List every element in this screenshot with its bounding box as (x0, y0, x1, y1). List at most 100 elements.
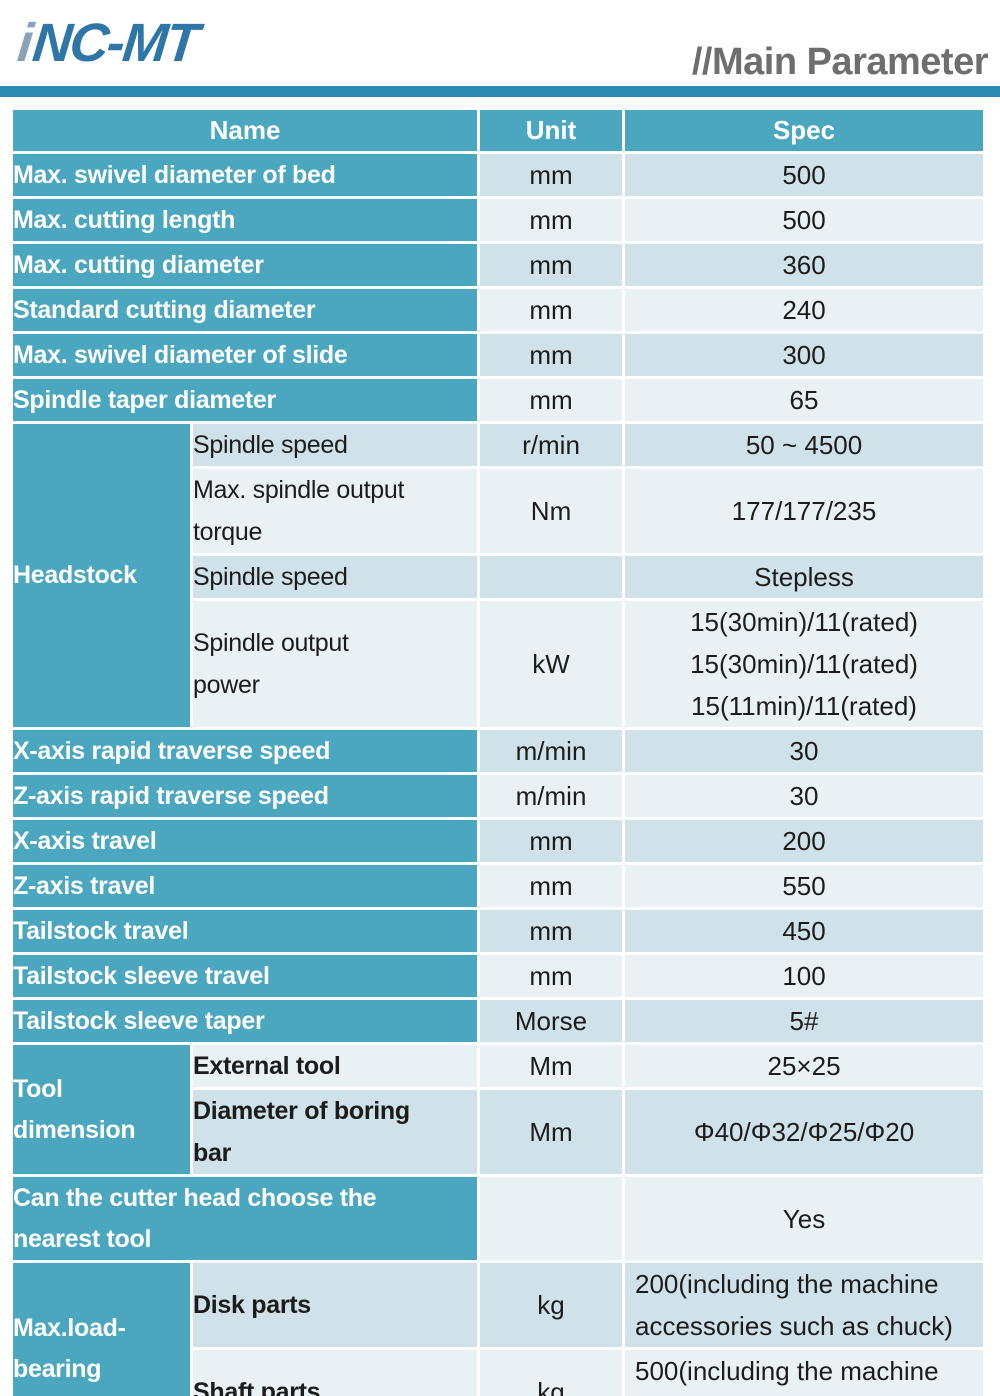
group-label-tool-dimension: Tool dimension (13, 1074, 136, 1144)
col-header-unit: Unit (477, 107, 626, 154)
row-spec: 15(30min)/11(rated) 15(30min)/11(rated) … (690, 607, 918, 721)
row-name: Z-axis travel (13, 871, 156, 900)
table-row: Z-axis travel mm 550 (9, 862, 987, 910)
row-name: Shaft parts (193, 1378, 321, 1396)
table-row: Max. cutting length mm 500 (9, 196, 987, 244)
row-name: Max. swivel diameter of slide (13, 340, 348, 369)
row-unit: mm (529, 339, 573, 370)
row-spec: 50 ~ 4500 (745, 430, 863, 460)
brand-logo: iNC-MT (15, 12, 200, 74)
table-row: Tailstock travel mm 450 (9, 907, 987, 955)
table-row: Max. spindle output torque Nm 177/177/23… (12, 466, 987, 556)
row-spec: 30 (789, 736, 819, 766)
row-unit: mm (529, 159, 573, 190)
row-name: Spindle taper diameter (13, 385, 277, 414)
table-row: Diameter of boring bar Mm Φ40/Φ32/Φ25/Φ2… (12, 1087, 987, 1177)
row-unit: Nm (530, 495, 572, 526)
row-spec: Stepless (754, 562, 854, 592)
row-name: X-axis travel (13, 826, 157, 855)
table-row: Can the cutter head choose the nearest t… (9, 1174, 987, 1263)
row-name: Tailstock travel (13, 916, 189, 945)
table-row: Spindle output power kW 15(30min)/11(rat… (12, 598, 987, 730)
table-row: Max. cutting diameter mm 360 (9, 241, 987, 289)
row-name: Max. cutting length (13, 205, 236, 234)
row-spec: 500(including the machine accessories su… (635, 1356, 939, 1386)
row-name: Max. swivel diameter of bed (13, 160, 336, 189)
row-unit: Mm (529, 1116, 573, 1147)
row-spec: 200(including the machine accessories su… (635, 1269, 953, 1341)
row-name: Can the cutter head choose the nearest t… (13, 1183, 377, 1253)
row-name: X-axis rapid traverse speed (13, 736, 331, 765)
row-spec: 100 (782, 961, 826, 991)
table-row: Shaft parts kg 500(including the machine… (12, 1347, 987, 1396)
row-unit: mm (529, 825, 573, 856)
row-unit: Morse (514, 1005, 588, 1036)
row-name: Diameter of boring bar (193, 1097, 411, 1167)
row-spec: Φ40/Φ32/Φ25/Φ20 (693, 1117, 915, 1147)
row-spec: 500 (782, 205, 826, 235)
row-name: Spindle speed (193, 431, 348, 459)
brand-logo-text: NC-MT (29, 13, 201, 73)
row-name: Z-axis rapid traverse speed (13, 781, 329, 810)
row-unit: mm (529, 870, 573, 901)
row-name: External tool (193, 1052, 341, 1080)
group-label-headstock: Headstock (13, 561, 138, 589)
row-spec: 25×25 (767, 1051, 841, 1081)
col-header-name: Name (9, 107, 481, 154)
table-header-row: Name Unit Spec (9, 107, 987, 154)
row-unit: mm (529, 204, 573, 235)
row-name: Tailstock sleeve travel (13, 961, 270, 990)
spec-table: Name Unit Spec Max. swivel diameter of b… (9, 107, 987, 1396)
row-name: Standard cutting diameter (13, 295, 316, 324)
row-spec: 65 (789, 385, 819, 415)
row-unit: mm (529, 915, 573, 946)
row-unit: mm (529, 960, 573, 991)
row-unit: kg (537, 1289, 565, 1320)
table-row: Tailstock sleeve taper Morse 5# (9, 997, 987, 1045)
row-unit: m/min (515, 735, 587, 766)
row-spec: 30 (789, 781, 819, 811)
row-unit: mm (529, 384, 573, 415)
row-name: Max. spindle output torque (193, 476, 405, 546)
table-row: Max.load- bearing Disk parts kg 200(incl… (10, 1260, 987, 1396)
page-title: //Main Parameter (691, 41, 989, 83)
row-unit: Mm (529, 1050, 573, 1081)
row-unit: r/min (522, 429, 580, 460)
page-header: iNC-MT //Main Parameter (0, 0, 1000, 86)
row-spec: 240 (782, 295, 826, 325)
row-spec: 200 (782, 826, 826, 856)
row-unit: m/min (515, 780, 587, 811)
col-header-spec: Spec (622, 107, 987, 154)
row-spec: 5# (789, 1006, 819, 1036)
row-unit: kg (537, 1376, 565, 1396)
table-row: X-axis travel mm 200 (9, 817, 987, 865)
row-unit: kW (532, 648, 570, 679)
row-unit: mm (529, 294, 573, 325)
table-row: Spindle taper diameter mm 65 (9, 376, 987, 424)
row-spec: 450 (782, 916, 826, 946)
row-name: Tailstock sleeve taper (13, 1006, 265, 1035)
table-row: Tailstock sleeve travel mm 100 (9, 952, 987, 1000)
table-row: Max. swivel diameter of slide mm 300 (9, 331, 987, 379)
group-label-load-bearing: Max.load- bearing (13, 1313, 126, 1383)
row-spec: 177/177/235 (731, 496, 877, 526)
row-name: Disk parts (193, 1291, 312, 1319)
table-row: Spindle speed Stepless (12, 553, 987, 601)
row-spec: Yes (782, 1203, 826, 1234)
row-name: Spindle speed (193, 563, 348, 591)
table-row: Max. swivel diameter of bed mm 500 (9, 151, 987, 199)
row-name: Spindle output power (193, 629, 349, 699)
table-row: Tool dimension External tool Mm 25×25 (10, 1042, 987, 1177)
row-spec: 500 (782, 160, 826, 190)
row-unit: mm (529, 249, 573, 280)
table-row: Z-axis rapid traverse speed m/min 30 (9, 772, 987, 820)
header-divider (0, 86, 1000, 97)
row-spec: 300 (782, 340, 826, 370)
row-spec: 360 (782, 250, 826, 280)
table-row: Standard cutting diameter mm 240 (9, 286, 987, 334)
table-row: X-axis rapid traverse speed m/min 30 (9, 727, 987, 775)
row-name: Max. cutting diameter (13, 250, 265, 279)
table-row: Headstock Spindle speed r/min 50 ~ 4500 (10, 421, 987, 730)
row-spec: 550 (782, 871, 826, 901)
